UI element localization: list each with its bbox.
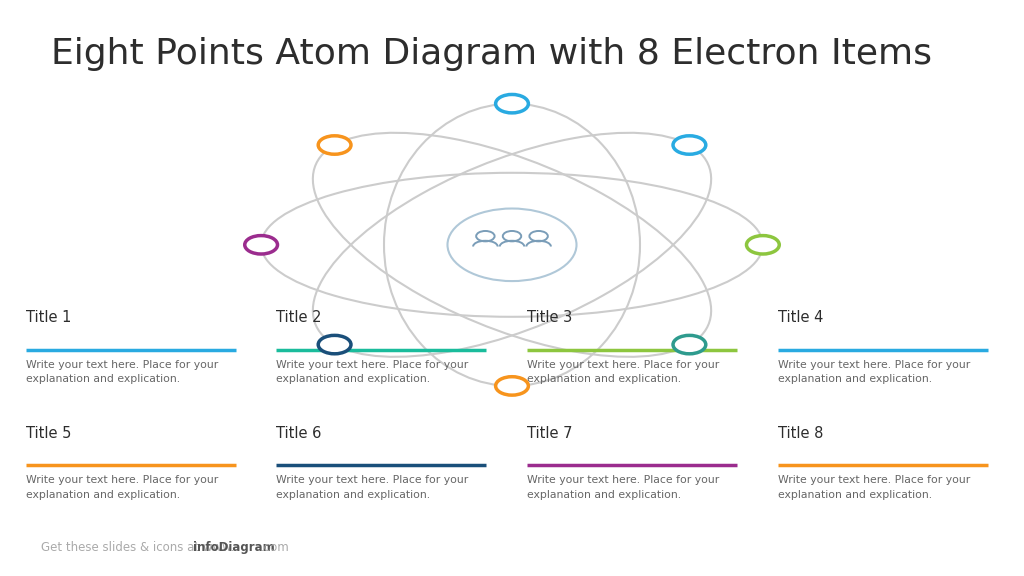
Text: Write your text here. Place for your
explanation and explication.: Write your text here. Place for your exp… [778,360,971,384]
Text: Title 4: Title 4 [778,310,823,325]
Text: Title 2: Title 2 [276,310,322,325]
Circle shape [673,335,706,354]
Text: Title 1: Title 1 [26,310,71,325]
Text: Eight Points Atom Diagram with 8 Electron Items: Eight Points Atom Diagram with 8 Electro… [51,37,932,71]
Circle shape [318,335,351,354]
Circle shape [496,94,528,113]
Text: .com: .com [261,541,290,554]
Text: Write your text here. Place for your
explanation and explication.: Write your text here. Place for your exp… [26,360,218,384]
Text: Write your text here. Place for your
explanation and explication.: Write your text here. Place for your exp… [276,475,469,499]
Circle shape [318,136,351,154]
Text: Write your text here. Place for your
explanation and explication.: Write your text here. Place for your exp… [26,475,218,499]
Text: infoDiagram: infoDiagram [193,541,274,554]
Text: Write your text here. Place for your
explanation and explication.: Write your text here. Place for your exp… [527,475,720,499]
Text: Title 5: Title 5 [26,426,71,441]
Text: Get these slides & icons at www.: Get these slides & icons at www. [41,541,234,554]
Text: Write your text here. Place for your
explanation and explication.: Write your text here. Place for your exp… [778,475,971,499]
Text: Title 6: Title 6 [276,426,322,441]
Circle shape [245,236,278,254]
Text: Title 8: Title 8 [778,426,823,441]
Circle shape [496,377,528,395]
Circle shape [746,236,779,254]
Circle shape [673,136,706,154]
Text: Write your text here. Place for your
explanation and explication.: Write your text here. Place for your exp… [276,360,469,384]
Text: Write your text here. Place for your
explanation and explication.: Write your text here. Place for your exp… [527,360,720,384]
Circle shape [447,209,577,281]
Text: Title 7: Title 7 [527,426,572,441]
Text: Title 3: Title 3 [527,310,572,325]
